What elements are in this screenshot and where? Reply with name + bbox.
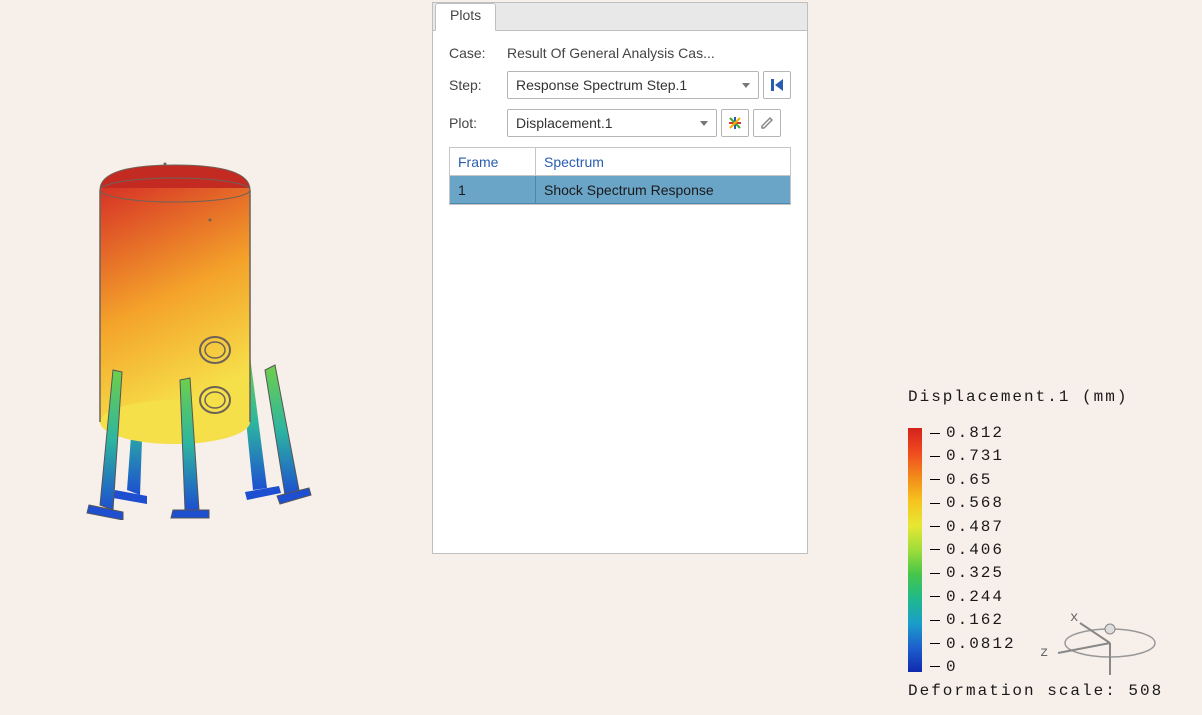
tick-label: 0.406 <box>946 541 1004 559</box>
grid-header: Frame Spectrum <box>450 148 790 176</box>
legend-tick: 0.487 <box>930 518 1016 536</box>
legend-title: Displacement.1 (mm) <box>908 388 1163 406</box>
col-frame-header[interactable]: Frame <box>450 148 536 176</box>
legend-tick: 0.812 <box>930 424 1016 442</box>
legend-ticks: 0.812 0.731 0.65 0.568 0.487 0.406 0.325 0.244 0… <box>930 424 1016 676</box>
tick-mark <box>930 643 940 644</box>
tick-label: 0.731 <box>946 447 1004 465</box>
axis-x-label: x <box>1070 610 1078 626</box>
step-combo-value: Response Spectrum Step.1 <box>516 77 687 93</box>
legend-tick: 0.406 <box>930 541 1016 559</box>
model-viewport[interactable] <box>85 160 315 520</box>
tick-mark <box>930 573 940 574</box>
tick-mark <box>930 456 940 457</box>
tick-mark <box>930 433 940 434</box>
step-row: Step: Response Spectrum Step.1 <box>449 71 791 99</box>
axis-indicator[interactable]: x z <box>1040 605 1180 685</box>
first-frame-icon <box>769 77 785 93</box>
tab-strip: Plots <box>433 3 807 31</box>
grid-row[interactable]: 1 Shock Spectrum Response <box>450 176 790 204</box>
grid-cell-spectrum: Shock Spectrum Response <box>536 176 790 204</box>
tick-label: 0.325 <box>946 564 1004 582</box>
case-label: Case: <box>449 45 507 61</box>
plot-options-icon <box>727 115 743 131</box>
edit-icon <box>760 116 774 130</box>
tick-label: 0.812 <box>946 424 1004 442</box>
plot-options-button[interactable] <box>721 109 749 137</box>
step-label: Step: <box>449 77 507 93</box>
tick-label: 0.568 <box>946 494 1004 512</box>
axis-z-label: z <box>1040 645 1048 661</box>
legend-tick: 0.65 <box>930 471 1016 489</box>
tick-label: 0.162 <box>946 611 1004 629</box>
tab-plots[interactable]: Plots <box>435 3 496 31</box>
chevron-down-icon <box>742 83 750 88</box>
grid-cell-frame: 1 <box>450 176 536 204</box>
color-bar <box>908 428 922 672</box>
panel-body: Case: Result Of General Analysis Cas... … <box>433 31 807 553</box>
case-row: Case: Result Of General Analysis Cas... <box>449 45 791 61</box>
legend-tick: 0.162 <box>930 611 1016 629</box>
tick-label: 0 <box>946 658 958 676</box>
tick-mark <box>930 620 940 621</box>
first-frame-button[interactable] <box>763 71 791 99</box>
plot-row: Plot: Displacement.1 <box>449 109 791 137</box>
chevron-down-icon <box>700 121 708 126</box>
tick-mark <box>930 503 940 504</box>
edit-plot-button[interactable] <box>753 109 781 137</box>
tick-label: 0.65 <box>946 471 992 489</box>
case-value: Result Of General Analysis Cas... <box>507 45 791 61</box>
legend-tick: 0 <box>930 658 1016 676</box>
plot-label: Plot: <box>449 115 507 131</box>
legend-tick: 0.0812 <box>930 635 1016 653</box>
plots-panel: Plots Case: Result Of General Analysis C… <box>432 2 808 554</box>
axis-triad-icon <box>1040 605 1180 685</box>
tick-mark <box>930 549 940 550</box>
plot-combo[interactable]: Displacement.1 <box>507 109 717 137</box>
col-spectrum-header[interactable]: Spectrum <box>536 148 790 176</box>
legend-tick: 0.325 <box>930 564 1016 582</box>
legend-tick: 0.244 <box>930 588 1016 606</box>
tick-label: 0.487 <box>946 518 1004 536</box>
tick-label: 0.0812 <box>946 635 1016 653</box>
plot-combo-value: Displacement.1 <box>516 115 613 131</box>
step-combo[interactable]: Response Spectrum Step.1 <box>507 71 759 99</box>
legend-tick: 0.731 <box>930 447 1016 465</box>
tick-mark <box>930 479 940 480</box>
legend-tick: 0.568 <box>930 494 1016 512</box>
tick-mark <box>930 526 940 527</box>
tick-mark <box>930 596 940 597</box>
tick-mark <box>930 666 940 667</box>
tank-model <box>85 160 315 520</box>
tick-label: 0.244 <box>946 588 1004 606</box>
results-grid: Frame Spectrum 1 Shock Spectrum Response <box>449 147 791 205</box>
